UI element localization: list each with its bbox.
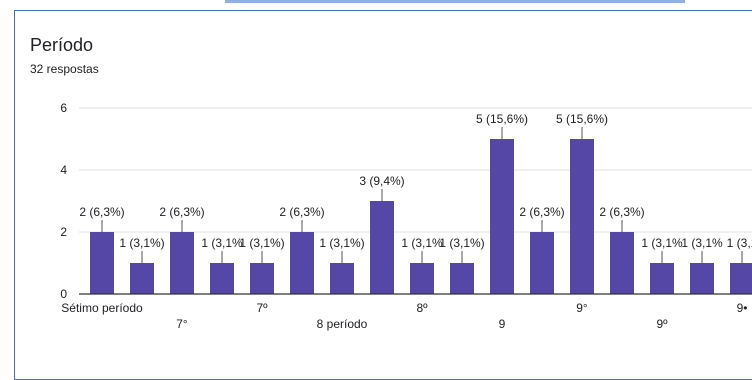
data-label: 5 (15,6%)	[476, 112, 528, 126]
bar	[530, 232, 554, 294]
y-tick-label: 0	[60, 287, 67, 301]
bar	[90, 232, 114, 294]
chart-card	[14, 10, 752, 380]
x-tick-label: 7º	[256, 301, 268, 315]
bar	[570, 139, 594, 294]
bar	[490, 139, 514, 294]
data-label: 1 (3,1%)	[439, 236, 484, 250]
x-tick-label: Sétimo período	[61, 301, 143, 315]
data-label: 5 (15,6%)	[556, 112, 608, 126]
bar	[410, 263, 434, 294]
x-tick-label: 9•	[737, 301, 748, 315]
data-label: 1 (3,1%)	[119, 236, 164, 250]
chart-title: Período	[30, 35, 94, 55]
bar	[690, 263, 714, 294]
bar	[650, 263, 674, 294]
x-tick-label: 9°	[576, 301, 588, 315]
data-label: 1 (3,1%	[201, 236, 243, 250]
x-tick-label: 8º	[416, 301, 428, 315]
data-label: 1 (3,1%	[641, 236, 683, 250]
data-label: 3 (9,4%)	[359, 174, 404, 188]
bar	[330, 263, 354, 294]
x-tick-label: 9º	[656, 317, 668, 331]
data-label: 2 (6,3%)	[159, 205, 204, 219]
data-label: 1 (3,1%)	[319, 236, 364, 250]
data-label: 2 (6,3%)	[599, 205, 644, 219]
bar	[170, 232, 194, 294]
data-label: 1 (3,1%	[681, 236, 723, 250]
bar	[730, 263, 752, 294]
data-label: 2 (6,3%)	[519, 205, 564, 219]
bar	[450, 263, 474, 294]
bar	[370, 201, 394, 294]
top-strip	[0, 0, 752, 9]
x-tick-label: 9	[499, 317, 506, 331]
data-label: 2 (6,3%)	[79, 205, 124, 219]
y-tick-label: 4	[60, 163, 67, 177]
y-tick-label: 2	[60, 225, 67, 239]
data-label: 1 (3,1%)	[239, 236, 284, 250]
y-tick-label: 6	[60, 101, 67, 115]
bar	[250, 263, 274, 294]
bar	[210, 263, 234, 294]
data-label: 1 (3,1	[727, 236, 752, 250]
top-strip-line	[225, 0, 685, 3]
x-tick-label: 8 período	[317, 317, 368, 331]
data-label: 1 (3,1%	[401, 236, 443, 250]
x-tick-label: 7°	[176, 317, 188, 331]
chart-subtitle: 32 respostas	[30, 62, 99, 76]
bar	[290, 232, 314, 294]
bar	[610, 232, 634, 294]
data-label: 2 (6,3%)	[279, 205, 324, 219]
bar	[130, 263, 154, 294]
